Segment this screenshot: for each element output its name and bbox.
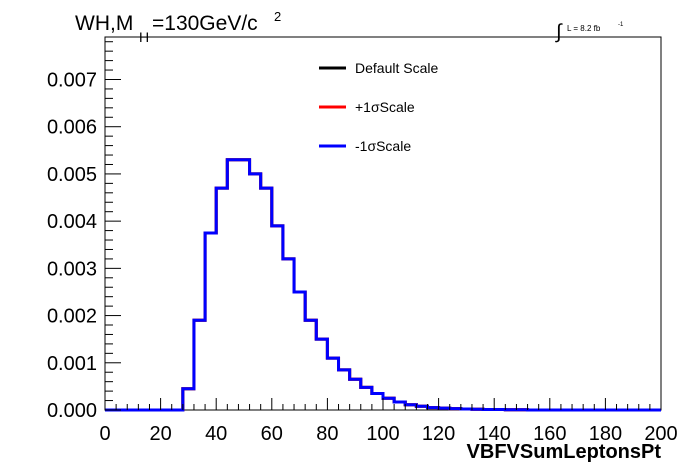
y-tick-label: 0.007 [47,69,97,91]
legend: Default Scale +1σScale -1σScale [319,60,438,154]
x-tick-label: 140 [478,423,511,445]
histogram-series-1 [105,158,661,412]
title-subscript: H [139,29,149,45]
legend-label: Default Scale [355,60,438,76]
luminosity-superscript: -1 [618,22,624,28]
x-tick-label: 40 [205,423,227,445]
series-layer [105,158,661,412]
plot-frame [104,36,662,411]
legend-label: -1σScale [355,138,411,154]
title-superscript: 2 [274,9,281,24]
x-tick-label: 200 [644,423,677,445]
histogram-series-2 [105,158,661,412]
x-tick-label: 100 [366,423,399,445]
x-axis: 0 20 40 60 80 100 120 140 160 180 200 [99,398,678,445]
y-tick-label: 0.003 [47,258,97,280]
x-tick-label: 120 [422,423,455,445]
x-axis-title: VBFVSumLeptonsPt [467,441,662,463]
x-tick-label: 60 [261,423,283,445]
chart-title: WH,M H =130GeV/c 2 [75,9,281,45]
title-mass: =130GeV/c [152,12,258,35]
x-tick-label: 80 [316,423,338,445]
y-axis: 0.000 0.001 0.002 0.003 0.004 0.005 0.006 0.007 [47,41,121,422]
title-main: WH,M [75,12,133,35]
luminosity-text: L = 8.2 fb [567,24,601,33]
y-tick-label: 0.000 [47,400,97,422]
y-tick-label: 0.006 [47,117,97,139]
luminosity-label: ∫ L = 8.2 fb -1 [555,21,624,43]
histogram-series-0 [105,158,661,412]
x-tick-label: 180 [589,423,622,445]
x-tick-label: 20 [149,423,171,445]
y-tick-label: 0.005 [47,164,97,186]
x-tick-label: 0 [99,423,110,445]
legend-label: +1σScale [355,99,415,115]
y-tick-label: 0.001 [47,353,97,375]
y-tick-label: 0.002 [47,306,97,328]
y-tick-label: 0.004 [47,211,97,233]
integral-symbol: ∫ [555,21,563,43]
x-tick-label: 160 [533,423,566,445]
